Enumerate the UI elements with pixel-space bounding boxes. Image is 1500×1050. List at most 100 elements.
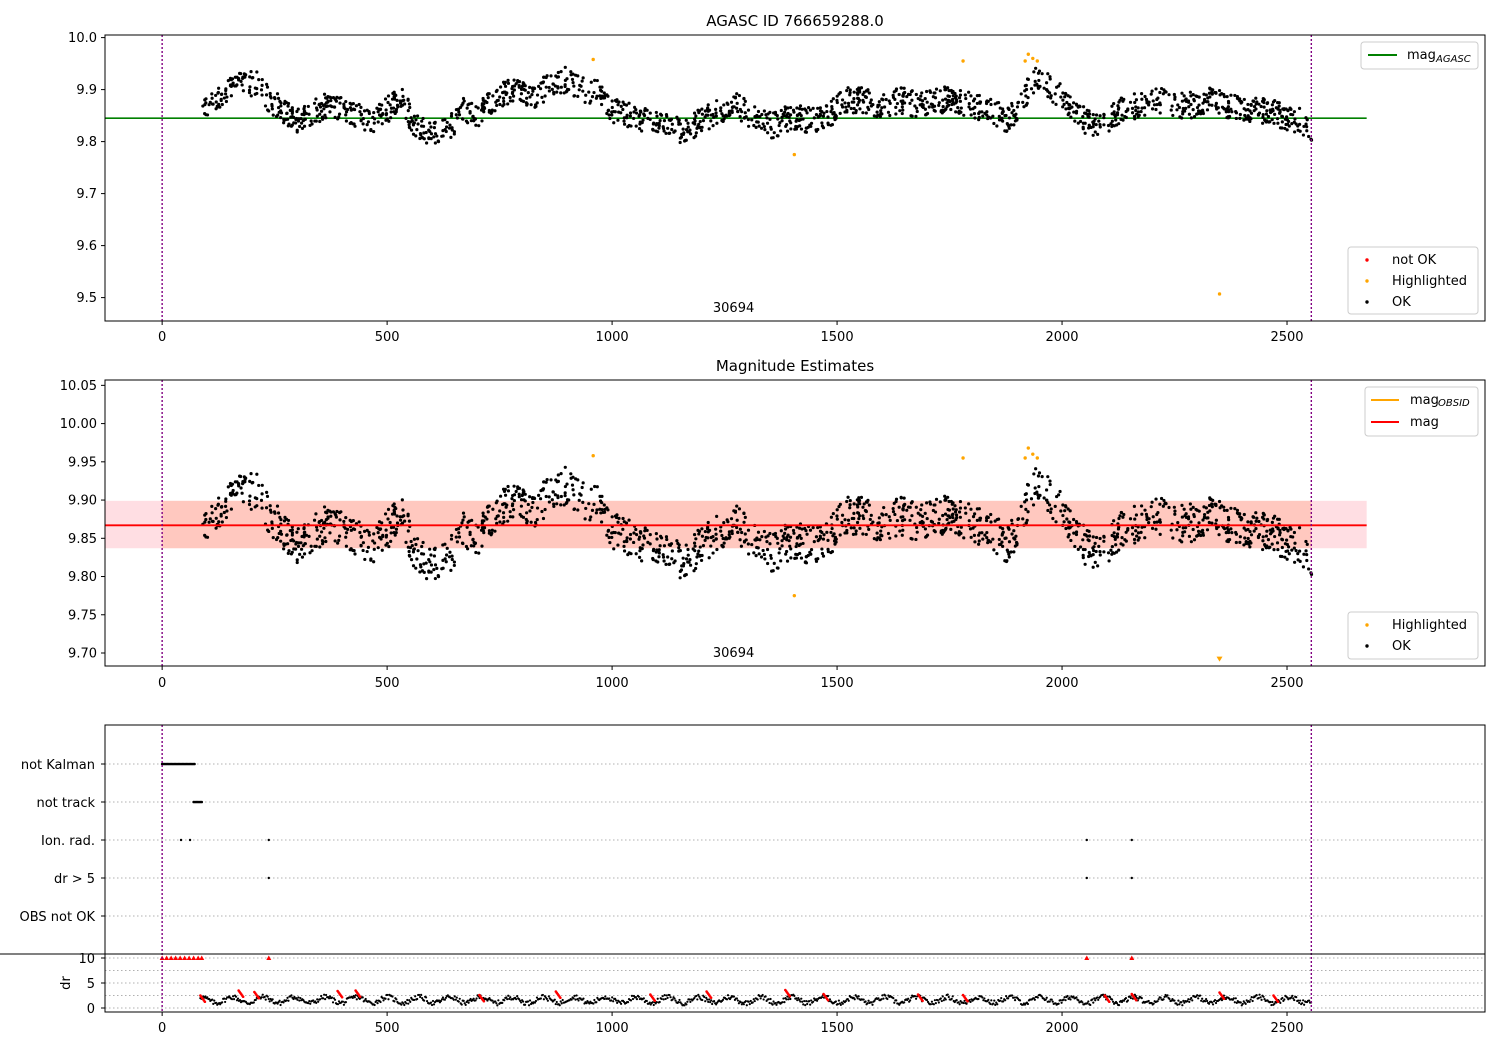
ok-point xyxy=(314,106,319,110)
ok-point xyxy=(1015,105,1020,109)
dr-point xyxy=(462,999,465,1002)
ok-point xyxy=(900,105,904,109)
dr-point xyxy=(570,998,573,1001)
ok-point xyxy=(565,482,569,486)
ok-point xyxy=(226,485,230,489)
ok-point xyxy=(481,98,485,102)
ok-point xyxy=(241,89,245,93)
ok-point xyxy=(253,505,257,509)
ok-point xyxy=(377,535,382,539)
ok-point xyxy=(224,87,228,91)
ok-point xyxy=(634,527,638,532)
ok-point xyxy=(375,106,379,110)
ok-point xyxy=(711,551,715,555)
ok-point xyxy=(730,529,734,533)
ok-point xyxy=(665,537,669,542)
dr-point xyxy=(263,995,266,998)
ok-point xyxy=(1094,535,1099,540)
ok-point xyxy=(622,540,626,544)
ok-point xyxy=(322,107,326,111)
ok-point xyxy=(1181,530,1185,535)
ok-point xyxy=(753,115,757,119)
x-tick-label: 1500 xyxy=(821,330,854,345)
ok-point xyxy=(805,111,809,115)
dr-point xyxy=(267,997,270,1001)
ok-point xyxy=(1242,543,1246,547)
ok-point xyxy=(452,563,456,568)
dr-point xyxy=(934,1002,937,1005)
ok-point xyxy=(455,540,459,544)
ok-point xyxy=(957,510,962,514)
ok-point xyxy=(511,515,515,519)
ok-point xyxy=(1037,86,1041,90)
dr-point xyxy=(668,993,671,997)
ok-point xyxy=(1085,534,1089,538)
ok-point xyxy=(476,525,480,529)
ok-point xyxy=(875,531,879,535)
ok-point xyxy=(1102,550,1106,554)
ok-point xyxy=(435,566,439,570)
dr-point xyxy=(608,997,611,1000)
ok-point xyxy=(694,566,698,571)
ok-point xyxy=(471,538,475,542)
ok-point xyxy=(714,532,718,536)
ok-point xyxy=(737,93,742,98)
ok-point xyxy=(1088,553,1092,557)
ok-point xyxy=(1139,530,1143,534)
ok-point xyxy=(579,493,583,497)
ok-point xyxy=(231,488,235,493)
ok-point xyxy=(572,493,576,497)
ok-point xyxy=(1229,527,1233,531)
ok-point xyxy=(699,558,704,563)
ok-point xyxy=(826,121,830,125)
ok-point xyxy=(1293,560,1297,564)
ok-point xyxy=(1130,532,1135,536)
ok-point xyxy=(698,545,702,549)
ok-point xyxy=(868,517,872,522)
dr-point xyxy=(421,997,424,1000)
ok-point xyxy=(1164,90,1168,94)
ok-point xyxy=(470,518,474,522)
ok-point xyxy=(861,514,865,518)
ok-point xyxy=(563,493,567,498)
ok-point xyxy=(394,107,399,112)
ok-point xyxy=(1270,103,1274,107)
dr-point xyxy=(1245,999,1248,1002)
ok-point xyxy=(1264,112,1268,116)
ok-point xyxy=(1119,96,1124,100)
ok-point xyxy=(884,513,888,517)
ok-point xyxy=(223,504,228,508)
dr-point xyxy=(1233,1001,1236,1004)
ok-point xyxy=(963,506,967,510)
ok-point xyxy=(622,122,627,126)
ok-point xyxy=(1264,534,1268,538)
y-tick-label: 9.6 xyxy=(76,239,97,254)
ok-point xyxy=(661,553,665,557)
dr-point xyxy=(1159,996,1162,999)
ok-point xyxy=(308,551,312,555)
ok-point xyxy=(953,510,958,514)
ok-point xyxy=(1154,87,1158,91)
ok-point xyxy=(709,544,713,548)
ok-point xyxy=(314,512,318,516)
ok-point xyxy=(855,520,860,525)
dr-point xyxy=(1157,998,1160,1001)
ok-point xyxy=(375,525,379,530)
ok-point xyxy=(625,539,629,544)
ok-point xyxy=(1246,536,1250,541)
ok-point xyxy=(1115,111,1120,115)
ok-point xyxy=(333,105,337,109)
ok-point xyxy=(1249,541,1253,545)
dr-point xyxy=(212,1002,215,1005)
ok-point xyxy=(309,119,313,123)
ok-point xyxy=(376,120,380,124)
ok-point xyxy=(1286,108,1290,113)
ok-point xyxy=(862,502,866,506)
ok-point xyxy=(1249,117,1253,121)
ok-point xyxy=(363,128,367,132)
dr-point xyxy=(506,998,509,1001)
ok-point xyxy=(947,98,951,103)
dr-point xyxy=(758,994,761,998)
ok-point xyxy=(409,558,414,562)
ok-point xyxy=(584,506,588,511)
